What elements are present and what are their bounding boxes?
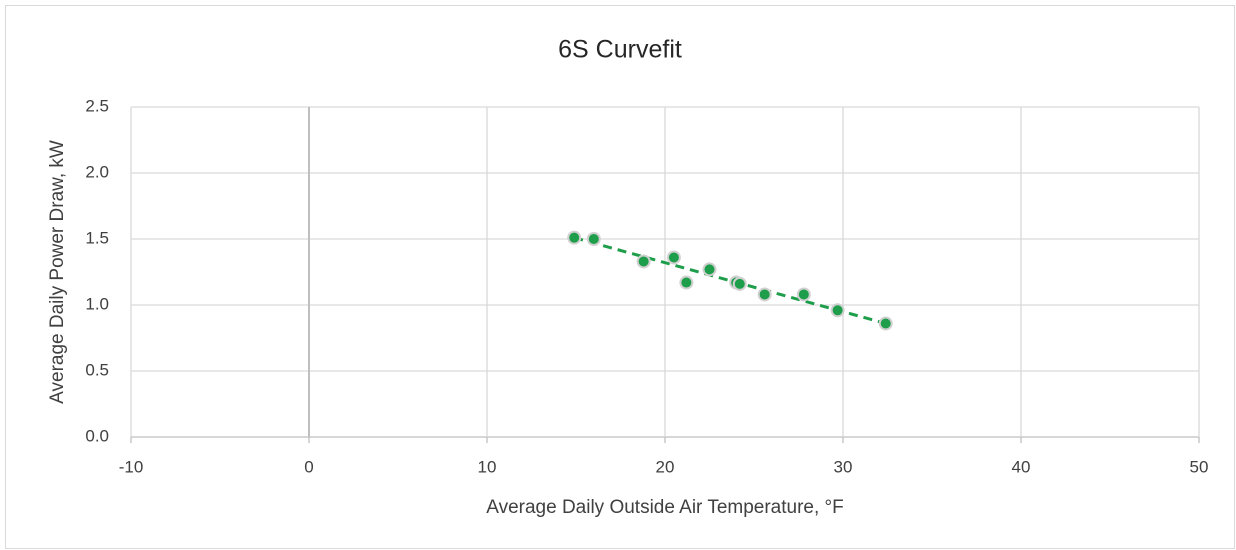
data-point [757, 287, 772, 302]
x-tick-label: -10 [119, 457, 144, 476]
y-tick-label: 1.5 [85, 228, 109, 247]
y-tick-label: 1.0 [85, 294, 109, 313]
x-tick-label: 20 [656, 457, 675, 476]
x-tick-label: 30 [834, 457, 853, 476]
y-tick-label: 2.5 [85, 96, 109, 115]
y-axis-label: Average Daily Power Draw, kW [47, 140, 68, 404]
data-point [679, 275, 694, 290]
y-tick-label: 0.5 [85, 360, 109, 379]
data-point [586, 232, 601, 246]
data-point [830, 303, 845, 318]
data-point [702, 262, 717, 277]
trendline [573, 236, 887, 325]
x-tick-label: 10 [478, 457, 497, 476]
y-tick-label: 0.0 [85, 426, 109, 445]
x-tick-label: 0 [304, 457, 313, 476]
data-point [567, 230, 582, 245]
data-point [666, 250, 681, 265]
x-axis-label: Average Daily Outside Air Temperature, °… [486, 497, 844, 518]
chart-title: 6S Curvefit [558, 36, 682, 64]
data-point [636, 254, 651, 269]
chart-border [5, 5, 1235, 549]
data-point [878, 316, 893, 331]
data-point [796, 287, 811, 302]
y-tick-label: 2.0 [85, 162, 109, 181]
data-point [732, 276, 747, 291]
x-tick-label: 50 [1190, 457, 1209, 476]
x-tick-label: 40 [1012, 457, 1031, 476]
